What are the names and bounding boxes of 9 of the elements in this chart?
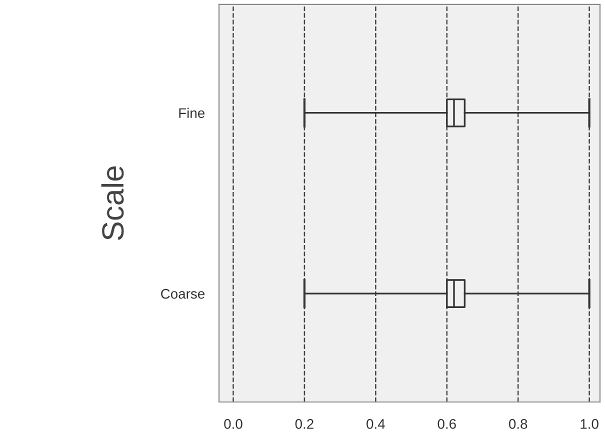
text: 0.0 — [224, 419, 242, 429]
y-tick-label: Fine — [179, 108, 204, 118]
x-tick-label: 0.6 — [438, 419, 456, 429]
text: 1.0 — [580, 419, 598, 429]
x-tick-label: 0.8 — [508, 419, 528, 429]
y-axis-title: Scale — [101, 166, 124, 240]
x-tick-label: 0.4 — [366, 419, 385, 429]
x-tick-label: 0.2 — [295, 419, 314, 429]
y-tick-label: Coarse — [161, 288, 204, 299]
